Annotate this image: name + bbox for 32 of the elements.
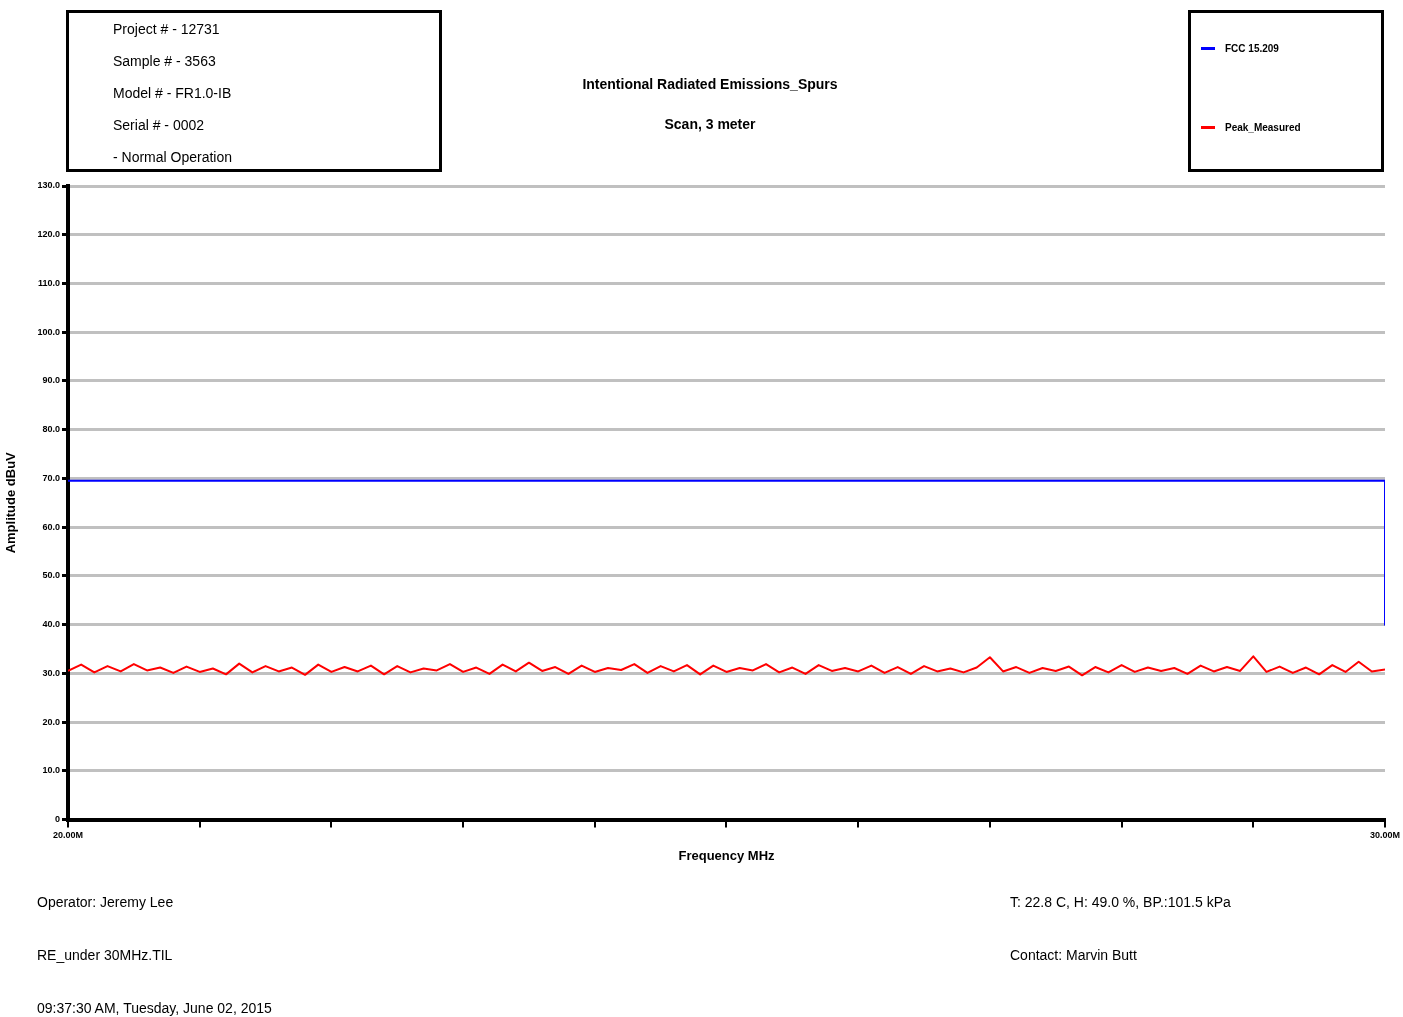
- y-tick-label: 80.0: [42, 424, 60, 435]
- text: 09:37:30 AM, Tuesday, June 02, 2015: [37, 1000, 272, 1016]
- x-tick-label: 20.00M: [52, 830, 84, 841]
- y-tick-label: 130.0: [37, 180, 60, 191]
- y-tick-label: 90.0: [42, 375, 60, 386]
- chart-subtitle: Scan, 3 meter: [663, 116, 757, 132]
- chart-title: Intentional Radiated Emissions_Spurs: [581, 76, 839, 92]
- y-tick-label: 60.0: [42, 521, 60, 532]
- y-tick-label: 50.0: [42, 570, 60, 581]
- text: Sample # - 3563: [113, 53, 216, 69]
- text: Project # - 12731: [113, 21, 220, 37]
- text: - Normal Operation: [113, 149, 233, 165]
- legend-label: Peak_Measured: [1225, 122, 1301, 133]
- y-tick-label: 10.0: [42, 765, 60, 776]
- y-tick-label: 40.0: [42, 619, 60, 630]
- y-tick-label: 70.0: [42, 472, 60, 483]
- text: RE_under 30MHz.TIL: [37, 947, 173, 963]
- legend-label: FCC 15.209: [1225, 43, 1279, 54]
- y-tick-label: 20.0: [42, 716, 60, 727]
- x-tick-label: 30.00M: [1369, 830, 1401, 841]
- y-axis-title: Amplitude dBuV: [3, 451, 19, 554]
- y-tick-label: 30.0: [42, 667, 60, 678]
- x-axis-title: Frequency MHz: [678, 847, 776, 863]
- text: Serial # - 0002: [113, 117, 205, 133]
- y-tick-label: 100.0: [37, 326, 60, 337]
- text: Model # - FR1.0-IB: [113, 85, 232, 101]
- y-tick-label: 120.0: [37, 229, 60, 240]
- text: T: 22.8 C, H: 49.0 %, BP.:101.5 kPa: [1010, 894, 1231, 910]
- y-tick-label: 110.0: [37, 277, 60, 288]
- text: Contact: Marvin Butt: [1010, 947, 1137, 963]
- y-tick-label: 0: [54, 814, 60, 825]
- text: Operator: Jeremy Lee: [37, 894, 174, 910]
